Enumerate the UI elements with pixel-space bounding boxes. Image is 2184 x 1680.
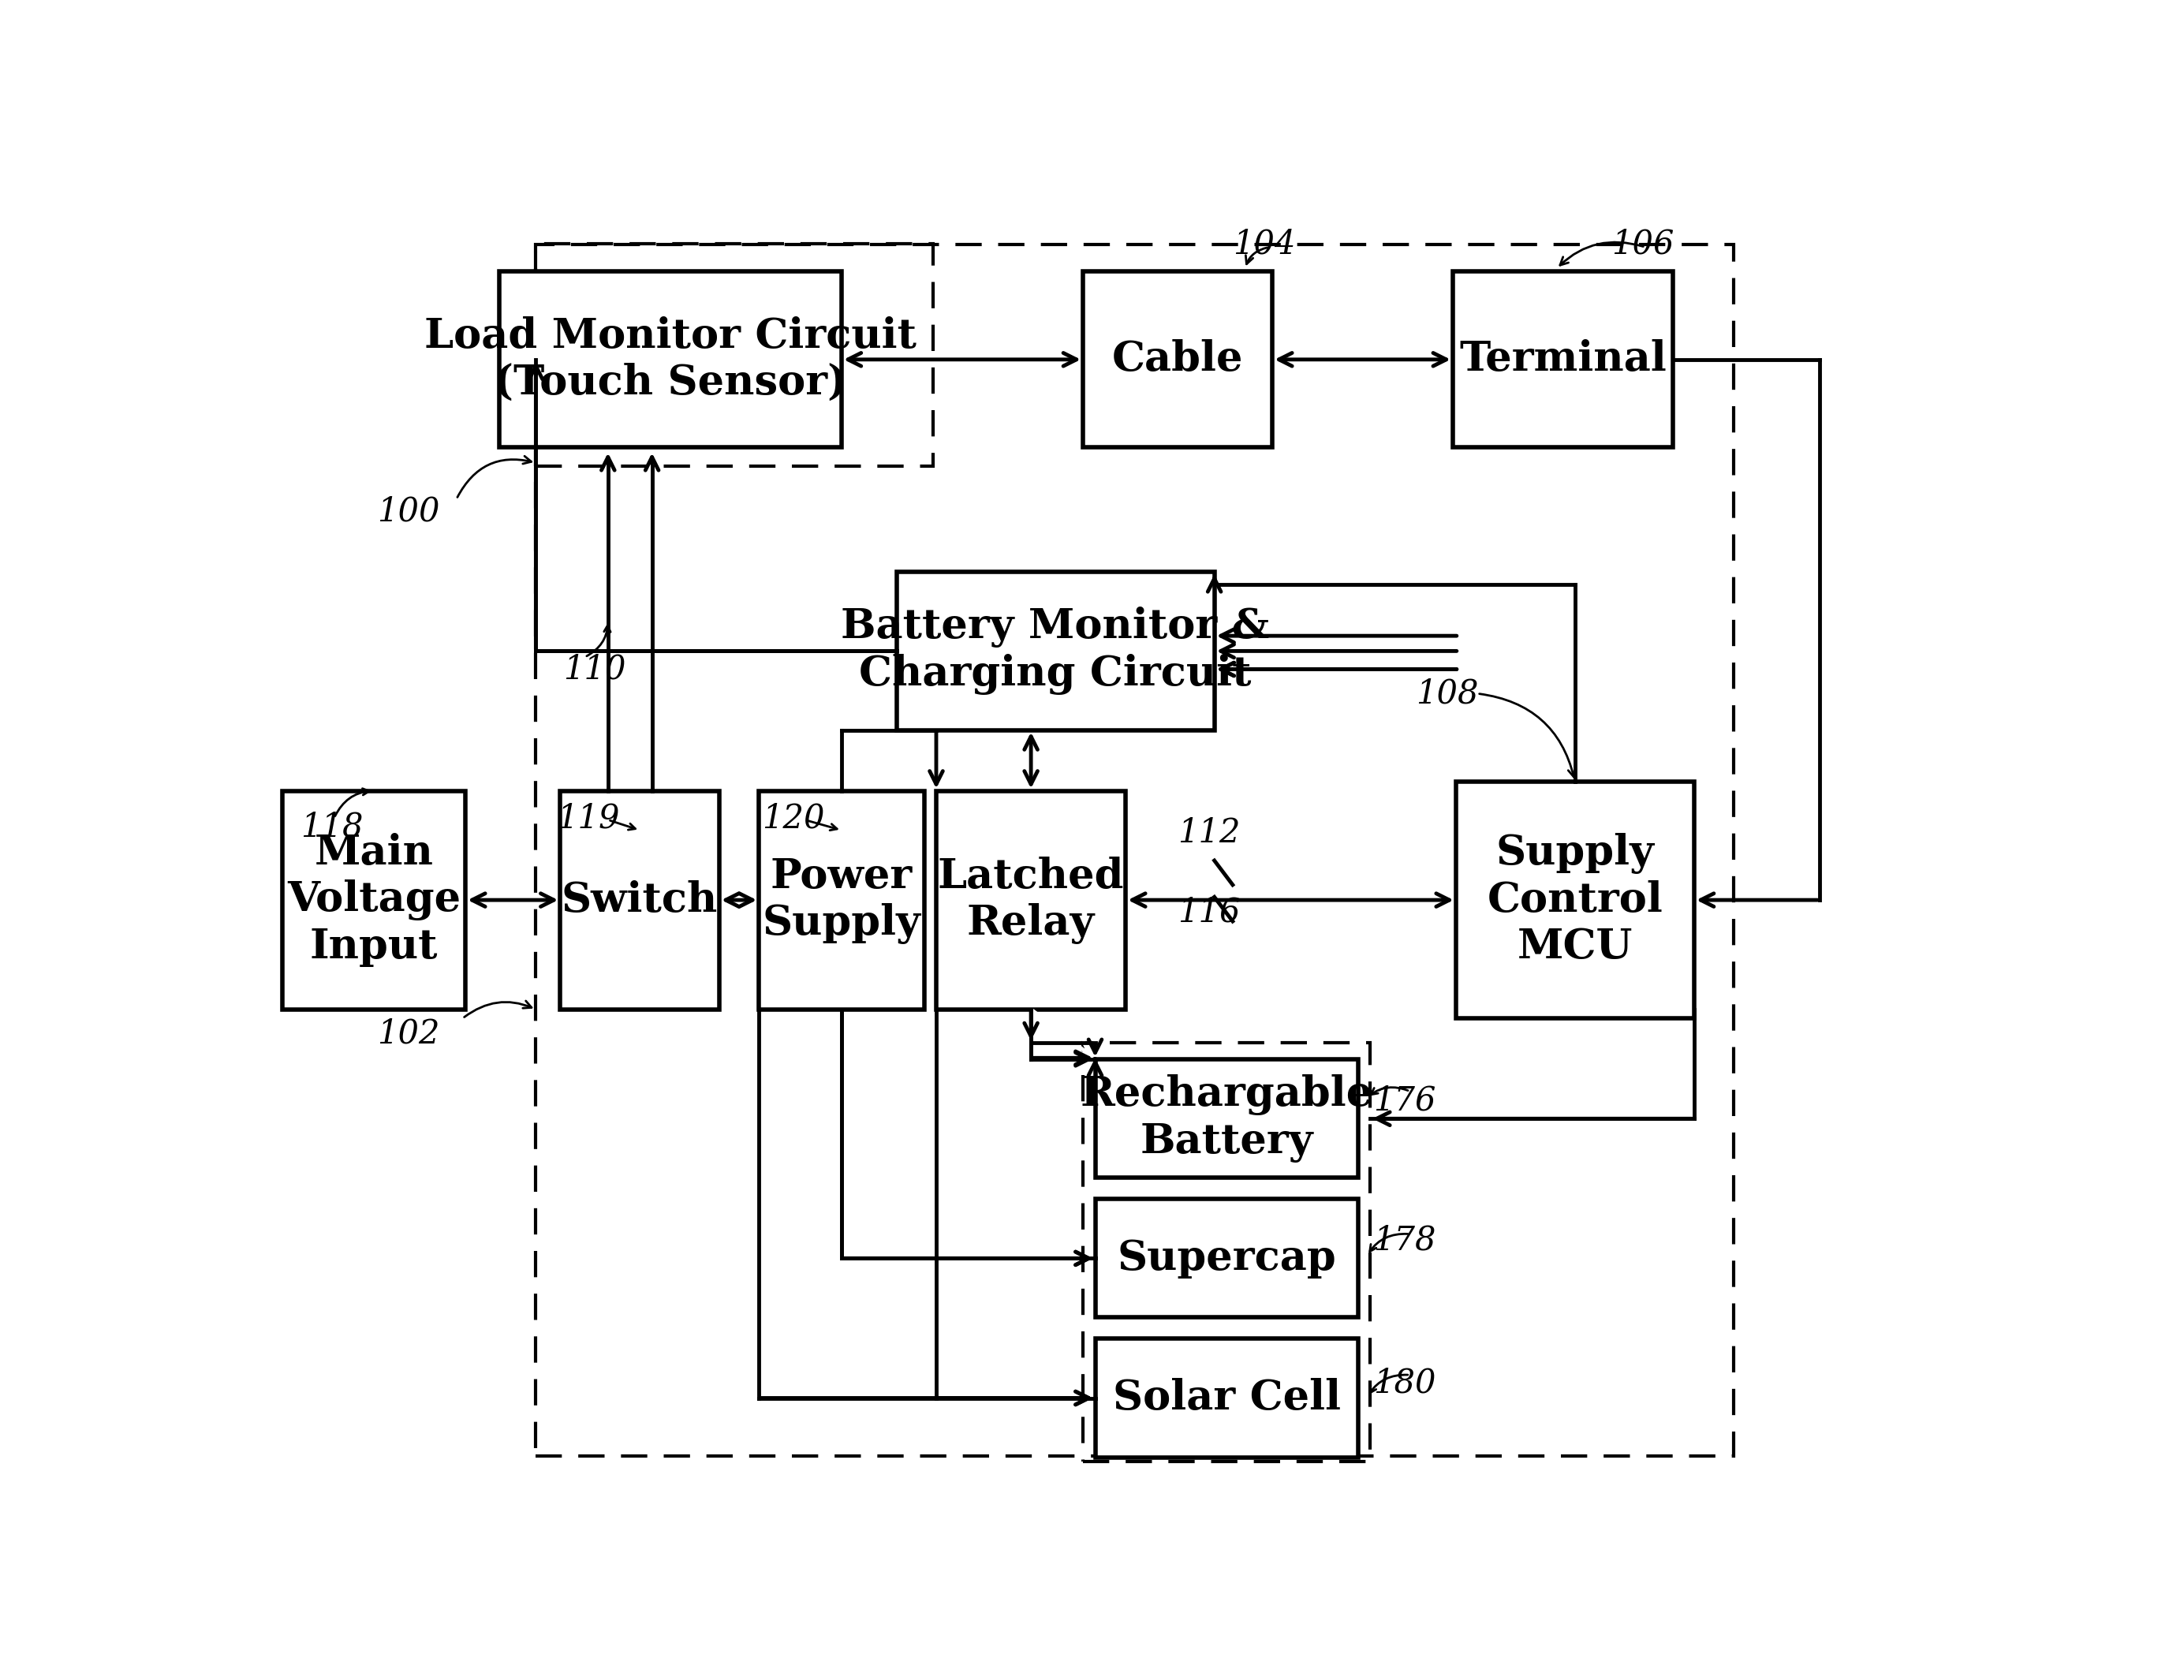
Bar — [500, 272, 841, 447]
Text: 118: 118 — [301, 810, 363, 843]
Text: Solar Cell: Solar Cell — [1112, 1378, 1341, 1418]
Bar — [1452, 272, 1673, 447]
Text: Supercap: Supercap — [1116, 1238, 1337, 1278]
Text: Latched
Relay: Latched Relay — [937, 857, 1125, 944]
Bar — [1083, 1043, 1369, 1462]
Text: 106: 106 — [1612, 227, 1675, 260]
Bar — [1094, 1060, 1358, 1178]
Text: 116: 116 — [1177, 895, 1241, 929]
Bar — [1094, 1339, 1358, 1457]
Text: Power
Supply: Power Supply — [762, 857, 922, 944]
Text: 119: 119 — [557, 801, 620, 835]
Bar — [282, 791, 465, 1010]
Text: Terminal: Terminal — [1459, 339, 1666, 380]
Bar — [937, 791, 1125, 1010]
Text: Battery Monitor &
Charging Circuit: Battery Monitor & Charging Circuit — [841, 606, 1269, 696]
Text: 104: 104 — [1232, 227, 1295, 260]
Bar — [535, 244, 933, 465]
Text: Rechargable
Battery: Rechargable Battery — [1081, 1075, 1374, 1163]
Text: Load Monitor Circuit
(Touch Sensor): Load Monitor Circuit (Touch Sensor) — [424, 316, 917, 403]
Text: 112: 112 — [1177, 816, 1241, 850]
Text: Cable: Cable — [1112, 339, 1243, 380]
Text: 180: 180 — [1374, 1366, 1437, 1399]
Text: 178: 178 — [1374, 1223, 1437, 1257]
Text: Main
Voltage
Input: Main Voltage Input — [286, 833, 461, 968]
Text: 102: 102 — [378, 1016, 439, 1050]
Text: 100: 100 — [378, 496, 439, 528]
Bar — [535, 244, 1734, 1457]
Text: Switch: Switch — [561, 880, 719, 921]
Bar — [895, 573, 1214, 731]
Bar — [760, 791, 924, 1010]
Text: 120: 120 — [762, 801, 826, 835]
Bar — [1094, 1200, 1358, 1317]
Bar — [1457, 781, 1695, 1018]
Text: 110: 110 — [563, 652, 627, 685]
Bar — [1083, 272, 1273, 447]
Text: 176: 176 — [1374, 1084, 1437, 1117]
Bar — [561, 791, 719, 1010]
Text: Supply
Control
MCU: Supply Control MCU — [1487, 833, 1662, 968]
Text: 108: 108 — [1415, 677, 1479, 711]
